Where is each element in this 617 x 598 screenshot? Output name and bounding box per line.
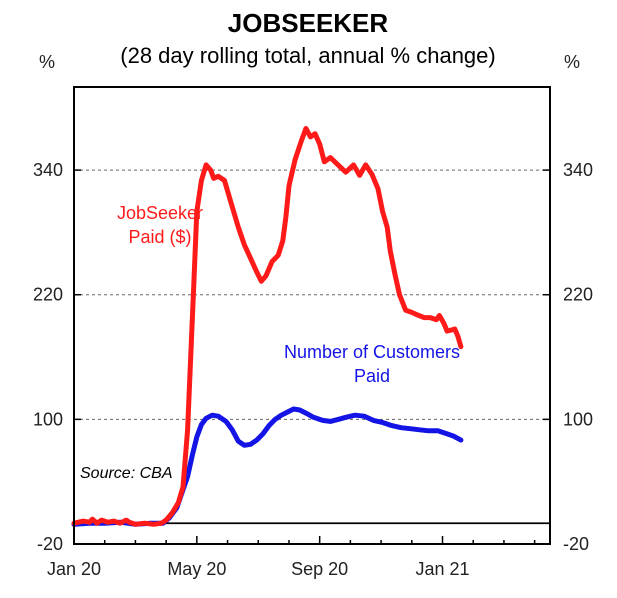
x-tick-label: Jan 21	[415, 559, 469, 579]
y-axis-unit-left: %	[39, 52, 55, 72]
chart-title: JOBSEEKER	[228, 8, 389, 38]
series-label-jobseeker-paid: Paid ($)	[128, 227, 191, 247]
y-tick-label-left: -20	[37, 534, 63, 554]
series-labels: JobSeeker Paid ($) Number of Customers Paid	[117, 203, 460, 386]
y-tick-label-right: 220	[563, 285, 593, 305]
series-label-jobseeker-paid: JobSeeker	[117, 203, 203, 223]
y-tick-label-left: 220	[33, 285, 63, 305]
source-note: Source: CBA	[80, 465, 172, 482]
series-label-customers-paid: Paid	[354, 366, 390, 386]
y-tick-labels: -20 -20 100 100 220 220 340 340	[33, 160, 593, 554]
y-tick-label-right: -20	[563, 534, 589, 554]
series-line-jobseeker-paid	[71, 126, 464, 527]
y-tick-label-right: 100	[563, 409, 593, 429]
y-tick-label-right: 340	[563, 160, 593, 180]
plot-frame	[73, 86, 551, 545]
y-axis-unit-right: %	[564, 52, 580, 72]
plot-border	[73, 86, 551, 545]
x-tick-label: May 20	[167, 559, 226, 579]
x-tick-label: Jan 20	[47, 559, 101, 579]
y-tick-label-left: 340	[33, 160, 63, 180]
y-tick-label-left: 100	[33, 409, 63, 429]
x-tick-label: Sep 20	[291, 559, 348, 579]
x-tick-labels: Jan 20 May 20 Sep 20 Jan 21	[47, 536, 536, 579]
series-lines	[71, 126, 464, 527]
chart-subtitle: (28 day rolling total, annual % change)	[120, 43, 495, 68]
series-label-customers-paid: Number of Customers	[284, 342, 460, 362]
